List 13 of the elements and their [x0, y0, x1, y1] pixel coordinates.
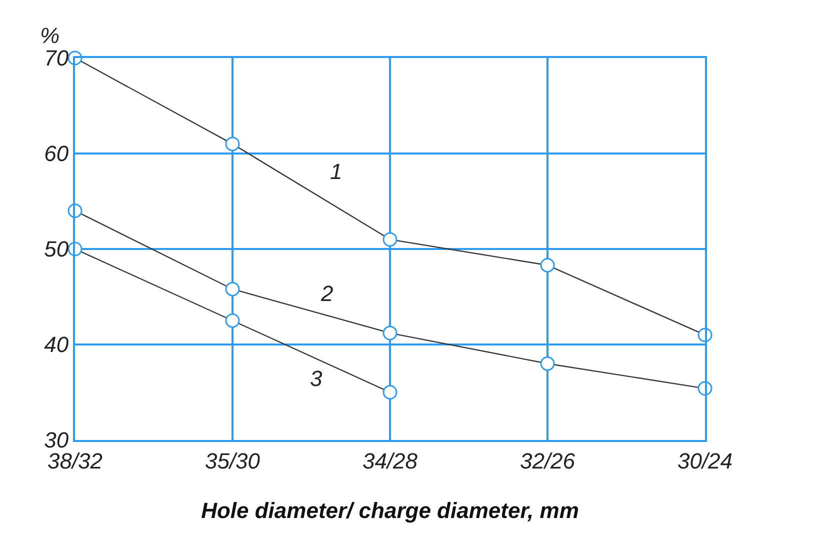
x-tick-label: 32/26 — [520, 448, 576, 474]
y-tick-label: 70 — [44, 46, 70, 71]
y-tick-label: 50 — [44, 236, 70, 262]
y-tick-label: 40 — [44, 332, 70, 358]
x-tick-label: 34/28 — [362, 448, 418, 474]
x-tick-label: 35/30 — [204, 448, 261, 474]
annotation: 1 — [330, 159, 342, 184]
annotation: 2 — [320, 281, 334, 306]
x-axis-title: Hole diameter/ charge diameter, mm — [201, 498, 579, 523]
annotation: 3 — [310, 366, 323, 391]
x-tick-label: 30/24 — [677, 448, 733, 474]
y-axis-title: % — [40, 23, 60, 48]
y-tick-label: 60 — [44, 141, 70, 166]
